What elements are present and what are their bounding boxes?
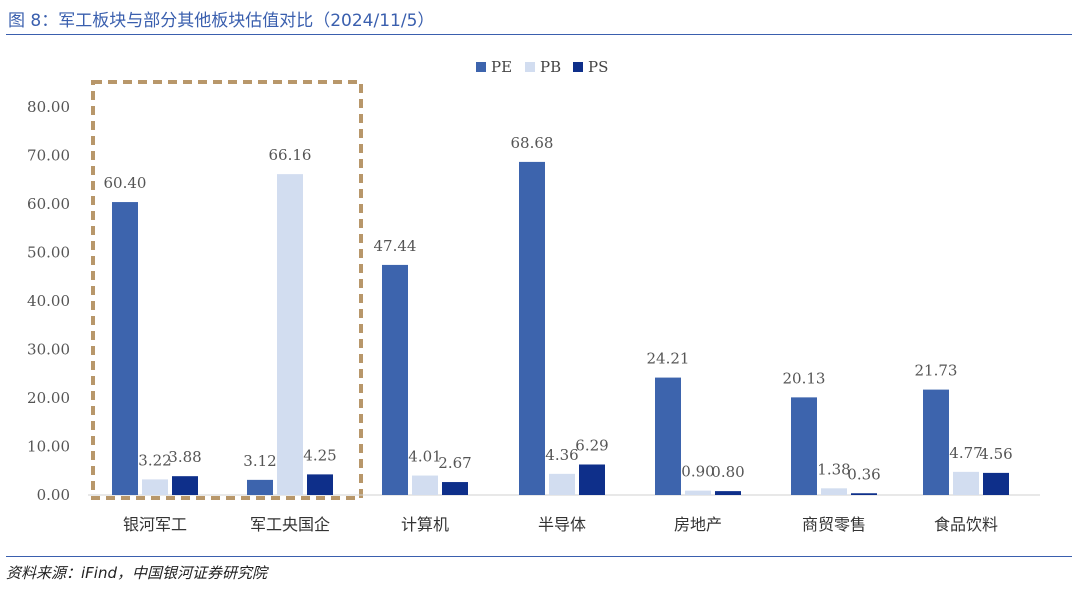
bar-pb [277,174,303,495]
data-label: 4.25 [303,446,336,464]
data-label: 0.90 [681,463,714,481]
y-tick-label: 70.00 [27,147,70,165]
bar-ps [307,474,333,495]
bar-ps [579,464,605,495]
legend-swatch-ps [573,62,583,72]
category-label: 房地产 [674,515,722,534]
y-tick-label: 80.00 [27,98,70,116]
data-label: 0.36 [847,465,880,483]
bar-pb [142,479,168,495]
data-label: 60.40 [104,174,147,192]
data-label: 1.38 [817,460,850,478]
data-label: 6.29 [575,436,608,454]
legend-swatch-pb [525,62,535,72]
data-label: 68.68 [511,134,554,152]
bar-pe [247,479,273,495]
bar-pe [791,397,817,495]
bar-pe [923,389,949,495]
y-tick-label: 20.00 [27,389,70,407]
data-label: 3.88 [168,448,201,466]
data-label: 24.21 [647,350,690,368]
bar-pb [953,471,979,495]
bar-pe [519,161,545,495]
data-label: 4.56 [979,445,1012,463]
bottom-rule [6,556,1072,557]
highlight-layer [91,80,363,500]
data-label: 21.73 [915,362,958,380]
data-label: 4.36 [545,446,578,464]
source-note: 资料来源：iFind，中国银河证券研究院 [6,564,267,582]
bar-ps [983,472,1009,495]
data-label: 47.44 [374,237,417,255]
x-axis: 银河军工 军工央国企 计算机 半导体 房地产 商贸零售 食品饮料 [123,515,998,534]
y-tick-label: 40.00 [27,292,70,310]
category-label: 半导体 [538,515,586,534]
category-label: 军工央国企 [250,515,330,534]
category-label: 食品饮料 [934,515,998,534]
bar-pe [112,202,138,495]
y-tick-label: 30.00 [27,341,70,359]
bar-ps [715,491,741,495]
y-tick-label: 0.00 [37,486,70,504]
data-label: 4.01 [408,448,441,466]
category-label: 商贸零售 [802,515,866,534]
category-label: 计算机 [401,515,449,534]
y-tick-label: 60.00 [27,195,70,213]
data-label: 20.13 [783,369,826,387]
bar-pb [549,473,575,495]
legend: PE PB PS [476,58,608,76]
y-tick-label: 50.00 [27,244,70,262]
data-label: 2.67 [438,454,471,472]
bar-ps [172,476,198,495]
bar-pe [655,377,681,495]
data-label: 3.12 [243,452,276,470]
bars: 60.40 3.12 47.44 68.68 24.21 20.13 21.73 3.22 66… [104,134,1013,495]
legend-label-ps: PS [588,58,608,76]
chart-title: 图 8：军工板块与部分其他板块估值对比（2024/11/5） [8,11,435,31]
data-label: 3.22 [138,451,171,469]
y-tick-label: 10.00 [27,438,70,456]
legend-label-pe: PE [491,58,512,76]
category-label: 银河军工 [123,515,187,534]
legend-swatch-pe [476,62,486,72]
bar-chart: 0.00 10.00 20.00 30.00 40.00 50.00 60.00 70.00 8… [27,58,1040,534]
highlight-box [91,80,363,500]
bar-pb [685,490,711,495]
bar-ps [442,482,468,495]
data-label: 4.77 [949,444,982,462]
bar-pb [412,475,438,495]
data-label: 0.80 [711,463,744,481]
top-rule [6,34,1072,35]
data-label: 66.16 [269,146,312,164]
y-axis: 0.00 10.00 20.00 30.00 40.00 50.00 60.00 70.00 8… [27,98,1040,504]
legend-label-pb: PB [540,58,561,76]
bar-pb [821,488,847,495]
bar-pe [382,264,408,495]
bar-ps [851,493,877,495]
